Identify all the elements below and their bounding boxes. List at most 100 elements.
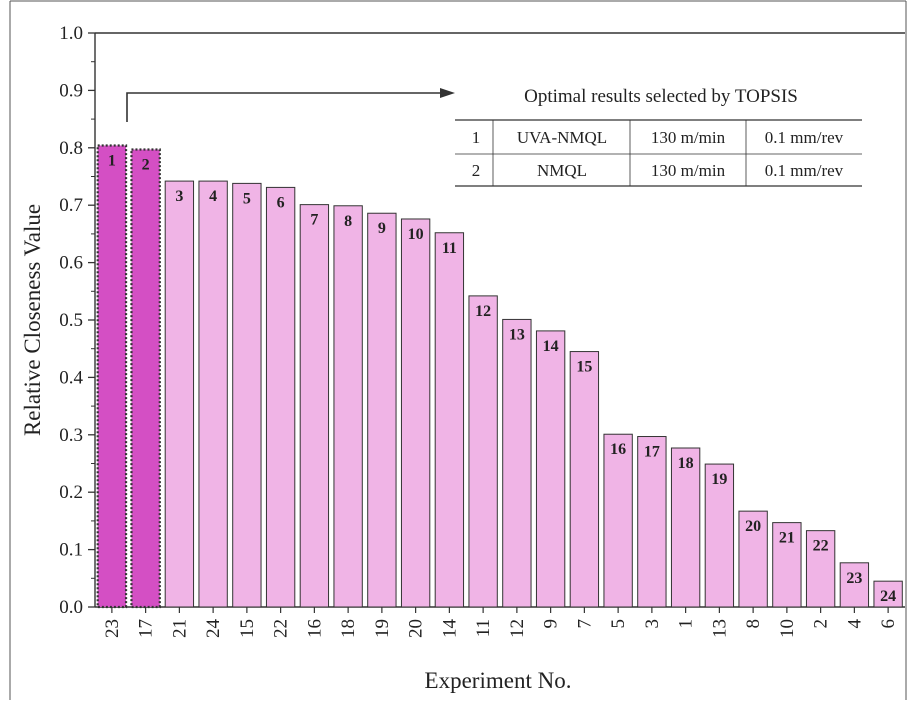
bar [130,148,161,609]
table-cell: 1 [472,128,481,147]
x-tick-label: 13 [709,619,730,638]
y-tick-label: 0.4 [59,367,83,388]
labels-layer: 0.00.10.20.30.40.50.60.70.80.91.01232173… [59,23,899,638]
bar [333,205,363,608]
y-tick-label: 0.9 [59,80,83,101]
y-tick-label: 0.8 [59,138,83,159]
bar-rank-label: 7 [310,212,318,229]
annotation-arrow [126,88,455,122]
bar [569,351,600,608]
bar-rank-label: 16 [610,441,626,458]
bar [400,218,431,608]
bar-rank-label: 22 [813,538,829,555]
bar-rank-label: 24 [880,588,896,605]
bar-rank-label: 11 [442,240,457,257]
bar-rank-label: 21 [779,530,795,547]
y-tick-label: 0.2 [59,482,83,503]
x-tick-label: 22 [271,619,292,638]
x-tick-label: 10 [777,619,798,638]
bar [603,433,633,608]
y-tick-label: 0.6 [59,253,83,274]
x-tick-label: 14 [439,619,460,639]
table-cell: 0.1 mm/rev [765,128,844,147]
bar [299,204,330,608]
bar [164,180,195,608]
bar-rank-label: 5 [243,190,251,207]
bar-rank-label: 9 [378,220,386,237]
bar [839,562,870,608]
y-tick-label: 0.1 [59,540,83,561]
bar [704,463,735,608]
axes-layer [88,32,905,613]
bar-rank-label: 8 [344,213,352,230]
bar [535,330,566,608]
x-tick-label: 11 [473,619,494,637]
annotation-title: Optimal results selected by TOPSIS [524,86,798,107]
bar [367,212,397,608]
x-tick-label: 6 [878,619,899,629]
y-axis-title: Relative Closeness Value [20,204,45,436]
bars-layer [96,144,903,609]
bar-rank-label: 12 [475,303,491,320]
x-tick-label: 8 [743,619,764,629]
bar [198,180,228,608]
bar [805,530,836,608]
x-tick-label: 9 [541,619,562,629]
x-tick-label: 23 [102,619,123,638]
bar-rank-label: 17 [644,444,660,461]
x-tick-label: 17 [136,619,157,638]
bar-rank-label: 23 [846,570,862,587]
x-tick-label: 20 [406,619,427,638]
y-tick-label: 1.0 [59,23,83,44]
y-tick-label: 0.7 [59,195,83,216]
x-tick-label: 19 [372,619,393,638]
x-tick-label: 15 [237,619,258,638]
bar-rank-label: 2 [142,157,150,174]
bar [232,182,262,608]
bar-rank-label: 1 [108,153,116,170]
x-tick-label: 2 [811,619,832,629]
bar [96,144,128,609]
bar-rank-label: 6 [277,194,285,211]
bar-rank-label: 4 [209,188,217,205]
x-tick-label: 7 [574,619,595,629]
table-cell: 2 [472,161,481,180]
bar-rank-label: 15 [576,359,592,376]
x-tick-label: 21 [169,619,190,638]
x-tick-label: 16 [304,619,325,638]
y-tick-label: 0.5 [59,310,83,331]
x-tick-label: 1 [676,619,697,629]
bar-rank-label: 20 [745,518,761,535]
bar [637,436,667,608]
x-tick-label: 18 [338,619,359,638]
bar-rank-label: 3 [175,188,183,205]
table-cell: UVA-NMQL [517,128,607,147]
x-tick-label: 5 [608,619,629,629]
bar [468,295,498,608]
bar-rank-label: 10 [408,226,424,243]
bar [502,318,532,608]
x-axis-title: Experiment No. [425,668,572,693]
y-tick-label: 0.3 [59,425,83,446]
table-cell: 130 m/min [651,161,726,180]
y-tick-label: 0.0 [59,597,83,618]
bar [873,580,903,608]
x-tick-label: 3 [642,619,663,629]
bar [738,510,768,608]
bar-rank-label: 19 [711,471,727,488]
bar [434,232,465,608]
bar-rank-label: 14 [543,338,559,355]
bar-rank-label: 13 [509,326,525,343]
x-tick-label: 24 [203,619,224,639]
table-cell: NMQL [537,161,587,180]
bar [772,522,802,608]
bar [670,447,701,608]
annotation-table: Optimal results selected by TOPSIS 1 UVA… [455,86,862,187]
bar [265,186,296,608]
table-cell: 0.1 mm/rev [765,161,844,180]
table-cell: 130 m/min [651,128,726,147]
bar-rank-label: 18 [678,455,694,472]
x-tick-label: 4 [844,619,865,629]
